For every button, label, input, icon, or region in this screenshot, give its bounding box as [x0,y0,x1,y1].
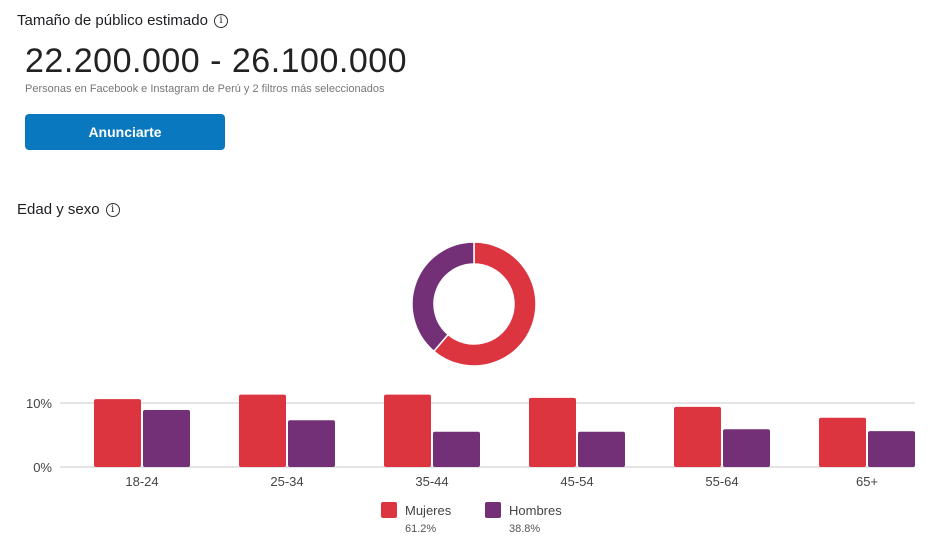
section-title-row: Edad y sexo i [17,201,120,218]
bar-mujeres-18-24 [94,399,141,467]
bar-mujeres-35-44 [384,394,431,467]
bar-hombres-45-54 [578,431,625,467]
bar-hombres-55-64 [723,429,770,467]
audience-title: Tamaño de público estimado [17,12,208,29]
donut-slice-hombres [411,241,475,353]
info-icon[interactable]: i [105,202,120,217]
x-tick-label: 18-24 [125,474,158,489]
audience-title-row: Tamaño de público estimado i [17,12,228,29]
section-title: Edad y sexo [17,201,100,218]
bar-mujeres-65+ [819,417,866,467]
bar-hombres-35-44 [433,431,480,467]
legend-swatch-mujeres [381,502,397,518]
advertise-button[interactable]: Anunciarte [25,114,225,150]
bar-mujeres-25-34 [239,394,286,467]
y-tick-label: 10% [26,396,52,411]
bar-mujeres-45-54 [529,397,576,467]
donut-slice-mujeres [432,241,537,367]
legend-label: Hombres [509,503,562,518]
audience-range: 22.200.000 - 26.100.000 [25,42,408,80]
legend-label: Mujeres [405,503,452,518]
legend-pct: 38.8% [509,523,540,535]
y-tick-label: 0% [33,460,52,475]
x-tick-label: 35-44 [415,474,448,489]
legend-swatch-hombres [485,502,501,518]
legend-pct: 61.2% [405,523,436,535]
x-tick-label: 25-34 [270,474,303,489]
info-icon[interactable]: i [213,13,228,28]
bar-hombres-18-24 [143,410,190,467]
audience-subtitle: Personas en Facebook e Instagram de Perú… [25,83,385,95]
x-tick-label: 65+ [856,474,878,489]
bar-hombres-25-34 [288,420,335,467]
bar-hombres-65+ [868,431,915,467]
bar-mujeres-55-64 [674,406,721,467]
x-tick-label: 45-54 [560,474,593,489]
x-tick-label: 55-64 [705,474,738,489]
